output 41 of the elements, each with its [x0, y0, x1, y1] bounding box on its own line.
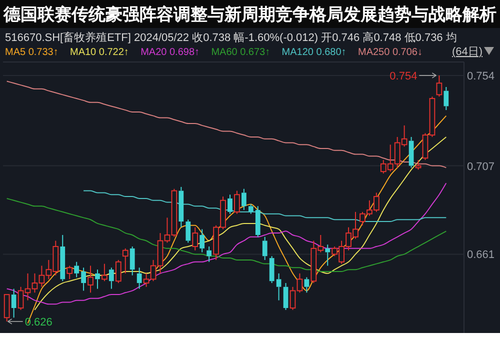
annotation: 0.754	[390, 70, 418, 82]
candlestick	[108, 267, 114, 290]
y-tick-label: 0.754	[467, 70, 495, 82]
line-series	[83, 190, 447, 222]
candlestick	[60, 234, 66, 282]
chart-subtitle: 516670.SH[畜牧养殖ETF] 2024/05/22 收0.738 幅-1.60%(-0.012) 开0.746 高0.748 低0.736 均	[5, 31, 457, 44]
candlestick	[228, 194, 232, 214]
candlestick	[248, 204, 254, 214]
text: MA120 0.680↑	[282, 47, 346, 58]
line-series	[6, 80, 447, 168]
candlestick	[255, 206, 260, 238]
text: MA5 0.733↑	[5, 47, 58, 58]
candlestick	[269, 256, 274, 284]
candlestick	[276, 272, 282, 301]
candlestick	[206, 246, 212, 262]
annotation: 0.626	[24, 316, 52, 328]
candlestick	[262, 236, 268, 260]
candlestick	[178, 186, 184, 228]
candlestick	[325, 244, 330, 266]
text: MA60 0.673↑	[211, 47, 270, 58]
y-tick-label: 0.661	[467, 249, 495, 262]
text: (64日)	[452, 46, 483, 58]
text: MA250 0.706↓	[358, 47, 422, 58]
chart-title: 德国联赛传统豪强阵容调整与新周期竞争格局发展趋势与战略解析	[2, 5, 496, 24]
candlestick	[74, 261, 80, 278]
candlestick	[444, 86, 449, 111]
candlestick	[136, 267, 142, 290]
candlestick	[283, 282, 288, 310]
candlestick	[95, 269, 100, 290]
candlestick	[241, 188, 246, 210]
text: MA20 0.698↑	[140, 47, 200, 58]
y-tick-label: 0.707	[467, 160, 495, 173]
text: MA10 0.722↑	[70, 47, 129, 58]
line-series	[27, 115, 447, 324]
candlestick	[11, 288, 16, 318]
candlestick	[88, 265, 94, 294]
line-series	[34, 136, 447, 310]
candlestick	[186, 219, 191, 244]
candlestick	[81, 267, 86, 292]
candlestick	[200, 228, 205, 253]
candlestick	[130, 246, 135, 276]
